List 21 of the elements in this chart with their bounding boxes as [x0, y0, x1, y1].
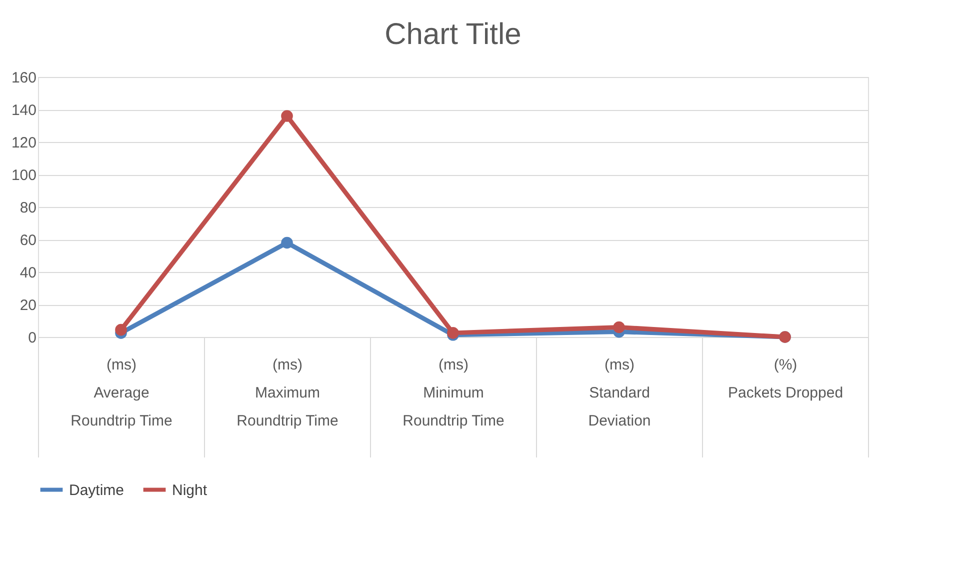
y-tick-label: 0: [28, 330, 36, 346]
y-tick-label: 140: [11, 102, 36, 119]
x-tick-label: (%) Packets Dropped: [728, 356, 844, 402]
x-tick-label: (ms) Maximum Roundtrip Time: [236, 356, 338, 430]
y-tick-label: 40: [20, 264, 36, 282]
point: [281, 110, 293, 122]
point: [281, 236, 293, 249]
x-tick-label: (ms) Minimum Roundtrip Time: [402, 356, 504, 430]
y-tick-label: 100: [11, 167, 36, 184]
x-tick-label: (ms) Standard Deviation: [588, 356, 651, 430]
point: [115, 324, 127, 336]
y-tick-label: 160: [11, 70, 36, 86]
y-tick-label: 20: [20, 297, 36, 314]
y-tick-label: 60: [20, 232, 36, 249]
point: [613, 321, 625, 334]
legend-label: Night: [172, 482, 208, 499]
legend-label: Daytime: [69, 482, 124, 499]
x-tick-label: (ms) Average Roundtrip Time: [70, 356, 172, 430]
chart-title: Chart Title: [384, 18, 522, 51]
y-tick-label: 80: [20, 200, 36, 216]
y-tick-label: 120: [11, 134, 36, 152]
